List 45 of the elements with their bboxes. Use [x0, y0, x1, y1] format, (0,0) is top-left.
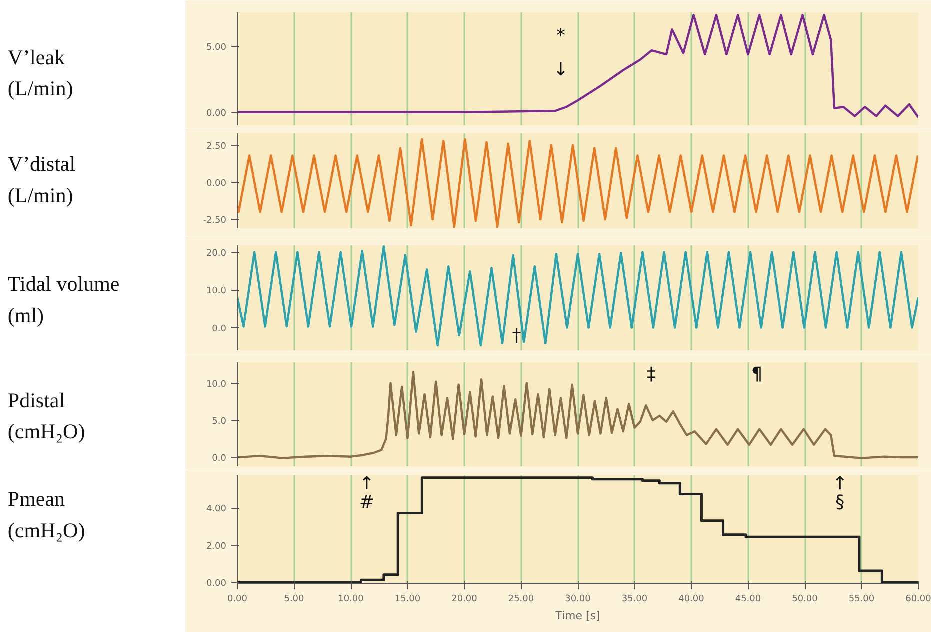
x-tick-label: 15.00 — [394, 594, 421, 604]
x-tick-label: 55.00 — [848, 594, 875, 604]
x-tick-label: 60.00 — [906, 594, 931, 604]
y-tick-label: 10.0 — [206, 286, 227, 297]
line-series — [238, 14, 918, 119]
x-tick-label: 40.00 — [678, 594, 705, 604]
y-tick-label: 2.50 — [206, 142, 227, 152]
y-tick-label: -2.50 — [203, 216, 227, 226]
x-tick-label: 35.00 — [622, 594, 648, 604]
y-tick-label: 4.00 — [206, 504, 227, 515]
x-tick-label: 0.00 — [227, 594, 248, 604]
y-axis-title: V’leak (L/min) — [8, 45, 74, 101]
y-axis-title: V’distal (L/min) — [8, 152, 76, 208]
annotation: ↓ — [553, 60, 569, 81]
x-tick-label: 10.00 — [338, 594, 364, 604]
x-tick-label: 25.00 — [508, 594, 534, 604]
y-axis-title: Tidal volume (ml) — [8, 272, 120, 328]
y-tick-label: 10.0 — [206, 380, 227, 390]
line-series — [238, 138, 918, 228]
x-tick-label: 5.00 — [284, 594, 305, 604]
x-tick-label: 50.00 — [792, 594, 818, 604]
y-axis-title: Pdistal (cmH₂O) — [8, 388, 86, 444]
annotation: ↑ — [359, 474, 374, 495]
x-tick-label: 30.00 — [565, 594, 592, 604]
x-tick-label: 45.00 — [735, 594, 762, 604]
y-tick-label: 5.0 — [212, 416, 227, 427]
annotation: ¶ — [751, 364, 763, 385]
x-tick-label: 20.00 — [452, 594, 478, 604]
y-axis-title: Pmean (cmH₂O) — [8, 487, 86, 542]
y-tick-label: 0.0 — [212, 324, 227, 334]
annotation: § — [836, 492, 845, 513]
x-axis-title: Time [s] — [554, 610, 600, 622]
annotation: † — [512, 325, 522, 346]
annotation: # — [359, 492, 374, 513]
annotation: * — [556, 26, 566, 47]
y-tick-label: 0.00 — [206, 178, 227, 189]
annotation: ‡ — [647, 364, 656, 385]
y-tick-label: 5.00 — [206, 43, 227, 54]
y-tick-label: 2.00 — [206, 542, 227, 552]
y-tick-label: 20.0 — [206, 248, 227, 259]
line-series — [238, 246, 918, 347]
y-tick-label: 0.00 — [206, 108, 227, 119]
y-tick-label: 0.00 — [206, 579, 227, 590]
annotation: ↑ — [832, 474, 848, 495]
y-tick-label: 0.0 — [212, 454, 227, 464]
